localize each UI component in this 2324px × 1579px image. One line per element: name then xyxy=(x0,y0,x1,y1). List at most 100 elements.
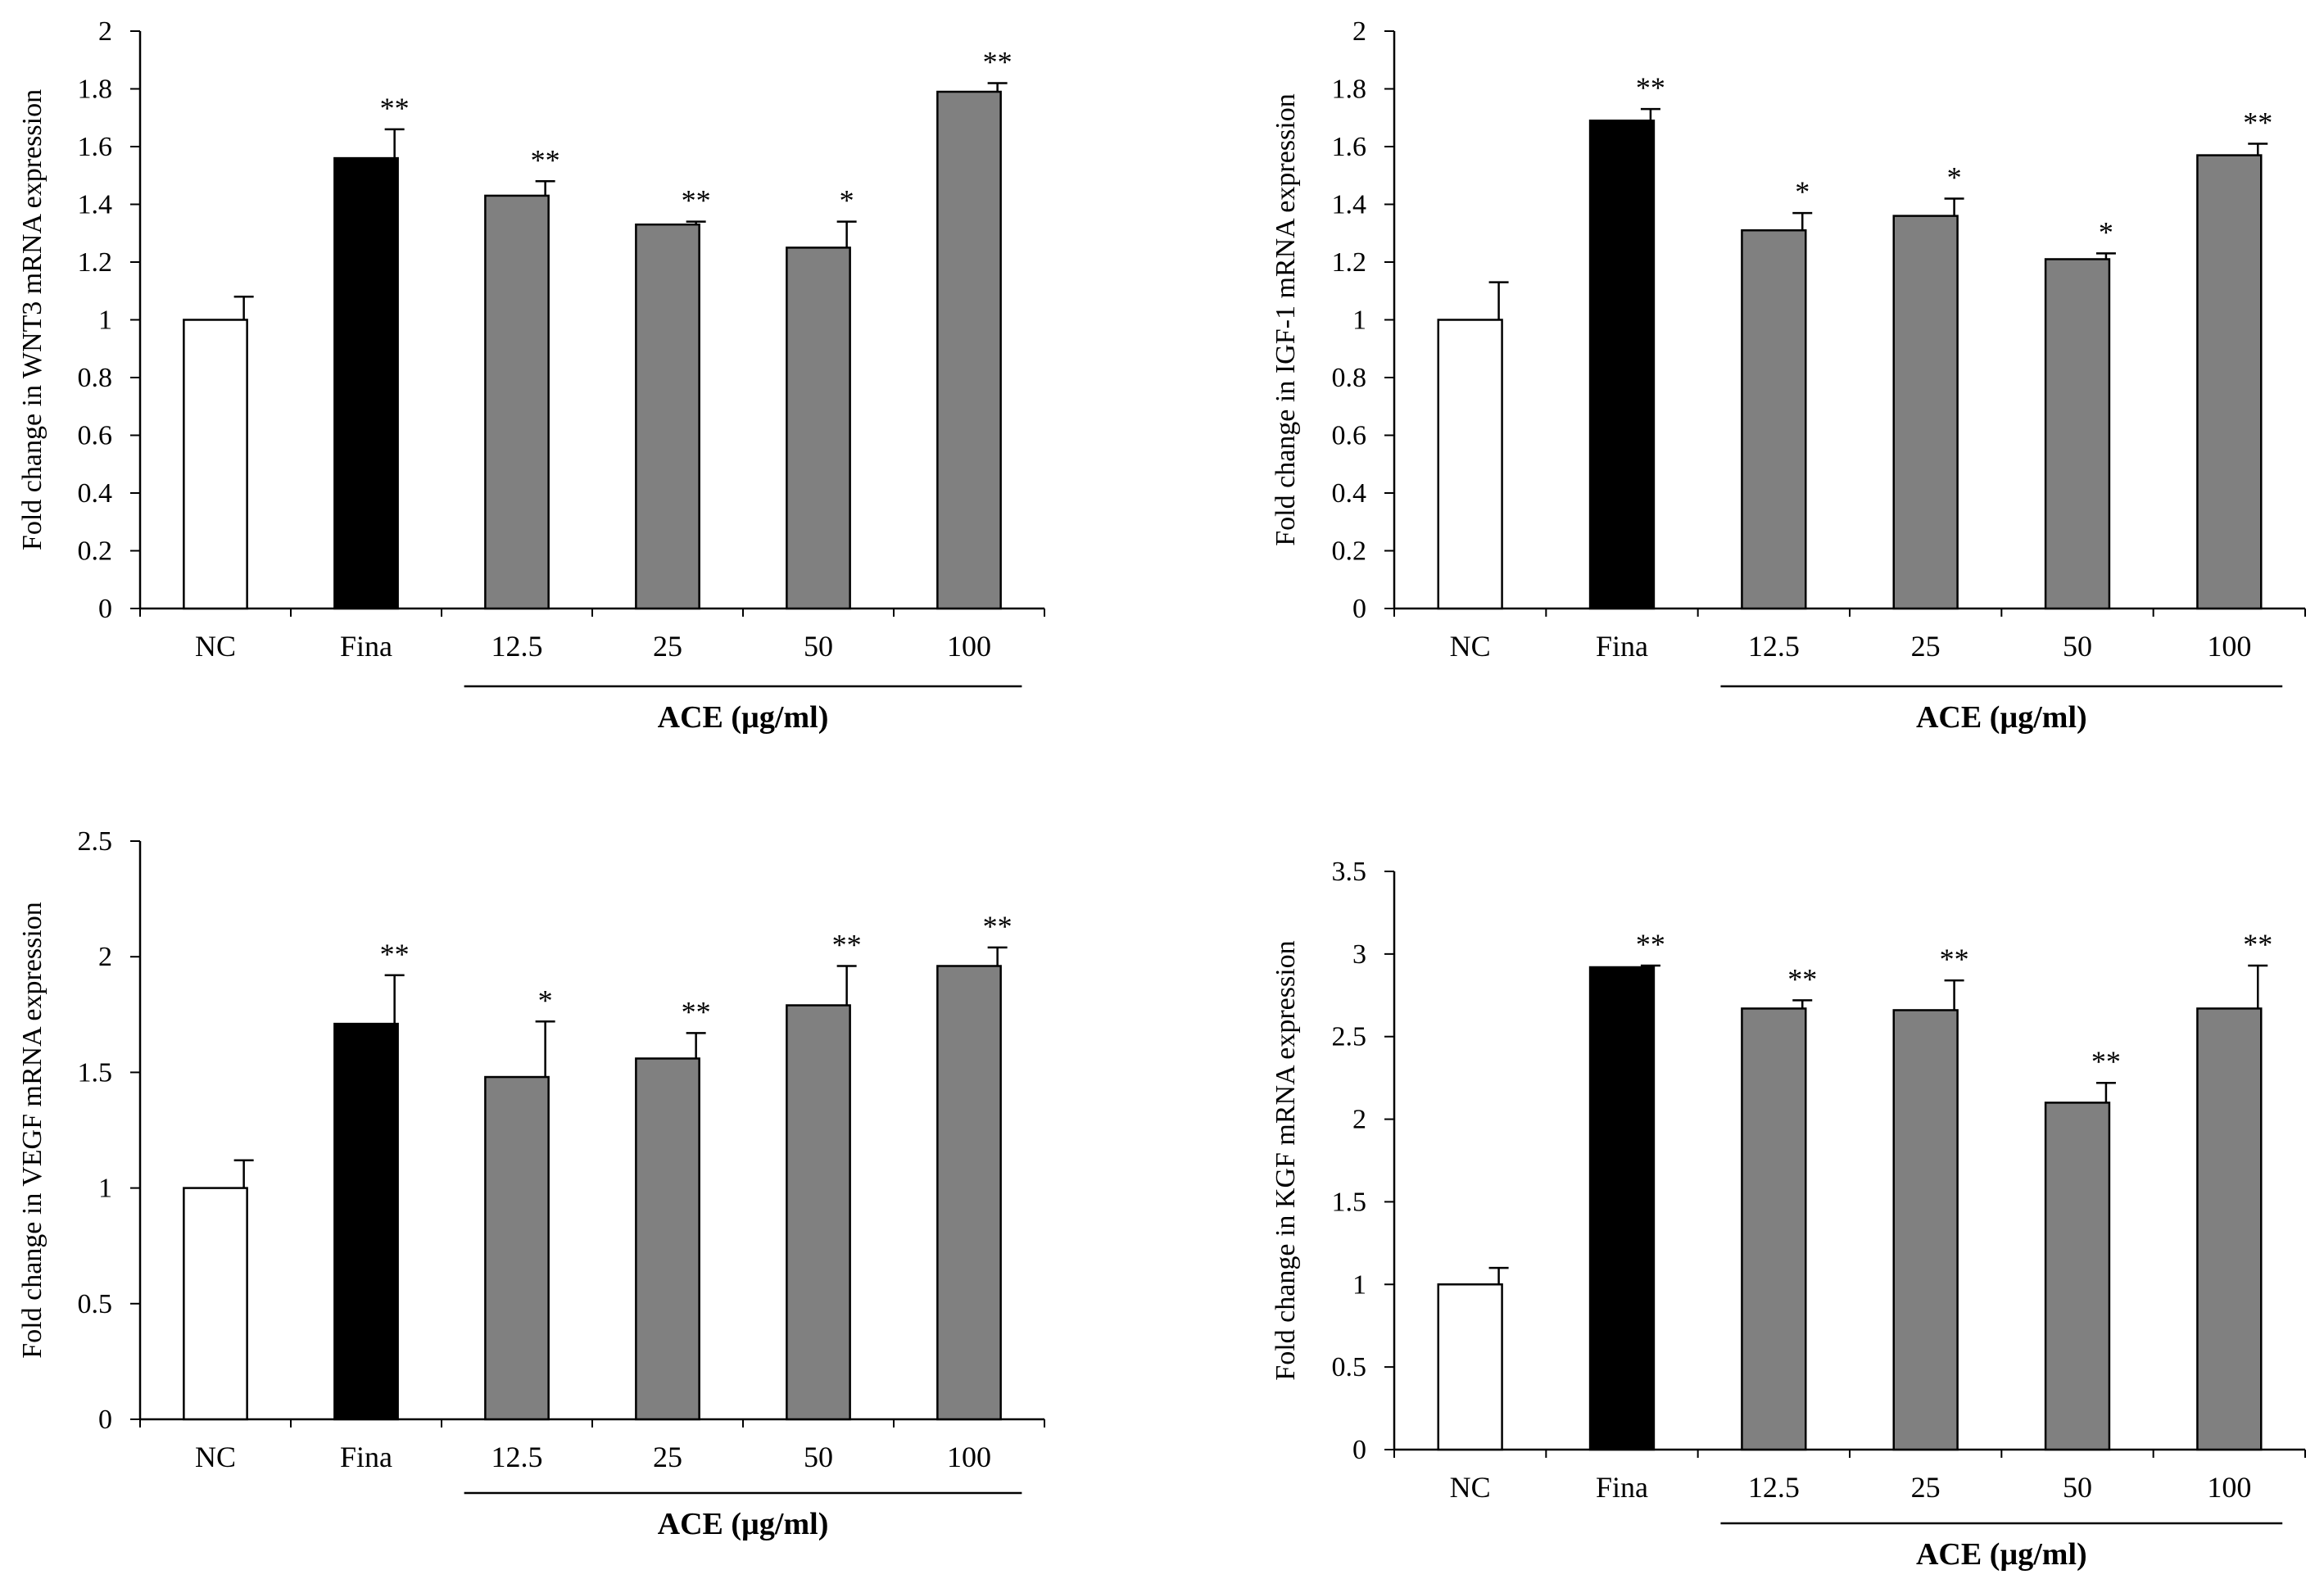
category-label: 50 xyxy=(2063,1471,2092,1504)
category-label: NC xyxy=(195,630,236,663)
significance-label: ** xyxy=(1787,962,1817,995)
bar-NC xyxy=(1437,1283,1503,1451)
significance-label: ** xyxy=(2091,1045,2121,1078)
y-axis-title: Fold change in IGF-1 mRNA expression xyxy=(1271,93,1301,545)
significance-label: ** xyxy=(682,995,711,1028)
bar-50 xyxy=(786,247,851,610)
category-label: 25 xyxy=(1911,630,1941,663)
significance-label: ** xyxy=(682,184,711,217)
wnt3-chart-panel: 0 0.2 0.4 0.6 0.8 1 1.2 1.4 1.6 1.8 2 Fold change i… xyxy=(17,16,1045,735)
significance-label: ** xyxy=(1636,71,1665,104)
bar-25 xyxy=(1892,1009,1959,1451)
y-tick-label: 1 xyxy=(1352,305,1366,336)
y-tick-label: 2 xyxy=(1352,1105,1366,1135)
y-axis-title: Fold change in KGF mRNA expression xyxy=(1271,940,1301,1380)
y-tick-label: 0 xyxy=(98,1405,112,1435)
y-axis-title: Fold change in VEGF mRNA expression xyxy=(17,902,48,1359)
y-tick-label: 1.6 xyxy=(1332,132,1367,162)
bar-25 xyxy=(635,1057,700,1421)
y-tick-label: 0.6 xyxy=(78,421,113,451)
group-label: ACE (µg/ml) xyxy=(658,1507,829,1541)
significance-label: * xyxy=(538,984,553,1016)
y-tick-label: 1.6 xyxy=(78,132,113,162)
bar-25 xyxy=(635,223,700,610)
significance-label: ** xyxy=(1940,943,1969,975)
significance-label: ** xyxy=(1636,928,1665,961)
y-tick-label: 1.5 xyxy=(78,1057,113,1088)
group-label: ACE (µg/ml) xyxy=(1916,700,2087,735)
y-tick-label: 2.5 xyxy=(78,826,113,857)
group-label: ACE (µg/ml) xyxy=(1916,1537,2087,1572)
bar-100 xyxy=(2196,154,2263,610)
vegf-chart-panel: 0 0.5 1 1.5 2 2.5 Fold change in VEGF mRNA exp… xyxy=(17,826,1045,1541)
significance-label: ** xyxy=(983,45,1013,78)
bar-Fina xyxy=(1588,120,1656,610)
category-label: 12.5 xyxy=(492,1441,543,1473)
y-tick-label: 0 xyxy=(1352,1435,1366,1465)
bar-Fina xyxy=(333,156,399,610)
category-label: 100 xyxy=(2207,1471,2251,1504)
group-label: ACE (µg/ml) xyxy=(658,700,829,735)
category-label: 25 xyxy=(653,1441,682,1473)
y-tick-label: 0.4 xyxy=(1332,478,1367,509)
y-tick-label: 0.8 xyxy=(1332,363,1367,393)
category-label: Fina xyxy=(1596,1471,1648,1504)
y-tick-label: 0.5 xyxy=(78,1289,113,1319)
category-label: 50 xyxy=(804,630,833,663)
bar-Fina xyxy=(333,1022,399,1421)
category-label: Fina xyxy=(340,630,392,663)
bar-50 xyxy=(2044,258,2111,610)
y-tick-label: 0.5 xyxy=(1332,1352,1367,1382)
y-tick-label: 1.8 xyxy=(78,75,113,105)
y-tick-label: 0.8 xyxy=(78,363,113,393)
category-label: 25 xyxy=(653,630,682,663)
y-tick-label: 1.8 xyxy=(1332,75,1367,105)
category-label: 12.5 xyxy=(1748,1471,1800,1504)
bar-100 xyxy=(936,965,1002,1421)
category-label: NC xyxy=(1450,1471,1491,1504)
significance-label: ** xyxy=(2243,106,2272,138)
category-label: 25 xyxy=(1911,1471,1941,1504)
significance-label: ** xyxy=(2243,928,2272,961)
y-tick-label: 0.4 xyxy=(78,478,113,509)
bar-100 xyxy=(2196,1007,2263,1451)
bar-25 xyxy=(1892,215,1959,610)
bar-12-5 xyxy=(484,194,550,610)
bar-12-5 xyxy=(484,1075,550,1421)
y-tick-label: 0.2 xyxy=(78,536,113,567)
y-tick-label: 2 xyxy=(1352,16,1366,47)
y-tick-label: 1 xyxy=(1352,1269,1366,1300)
y-tick-label: 3.5 xyxy=(1332,857,1367,887)
category-label: 12.5 xyxy=(1748,630,1800,663)
category-label: 50 xyxy=(2063,630,2092,663)
bar-Fina xyxy=(1588,966,1656,1451)
y-tick-label: 1.2 xyxy=(1332,247,1367,278)
bar-NC xyxy=(183,319,248,610)
bar-50 xyxy=(786,1004,851,1421)
y-tick-label: 0 xyxy=(1352,594,1366,624)
igf1-chart-panel: 0 0.2 0.4 0.6 0.8 1 1.2 1.4 1.6 1.8 2 Fold change i… xyxy=(1271,16,2306,735)
significance-label: * xyxy=(1795,175,1810,208)
category-label: Fina xyxy=(340,1441,392,1473)
bar-12-5 xyxy=(1741,1007,1807,1451)
y-tick-label: 1 xyxy=(98,305,112,336)
y-tick-label: 2 xyxy=(98,942,112,972)
y-tick-label: 0 xyxy=(98,594,112,624)
category-label: 100 xyxy=(947,1441,991,1473)
significance-label: ** xyxy=(983,910,1013,943)
category-label: Fina xyxy=(1596,630,1648,663)
significance-label: ** xyxy=(380,938,410,970)
y-tick-label: 0.2 xyxy=(1332,536,1367,567)
significance-label: ** xyxy=(832,928,862,961)
bar-NC xyxy=(1437,319,1503,610)
significance-label: * xyxy=(840,184,854,217)
significance-label: * xyxy=(1947,161,1962,193)
category-label: 100 xyxy=(947,630,991,663)
y-tick-label: 1.4 xyxy=(1332,190,1367,220)
y-tick-label: 1.4 xyxy=(78,190,113,220)
y-tick-label: 1.2 xyxy=(78,247,113,278)
category-label: NC xyxy=(195,1441,236,1473)
category-label: 12.5 xyxy=(492,630,543,663)
bar-12-5 xyxy=(1741,228,1807,610)
